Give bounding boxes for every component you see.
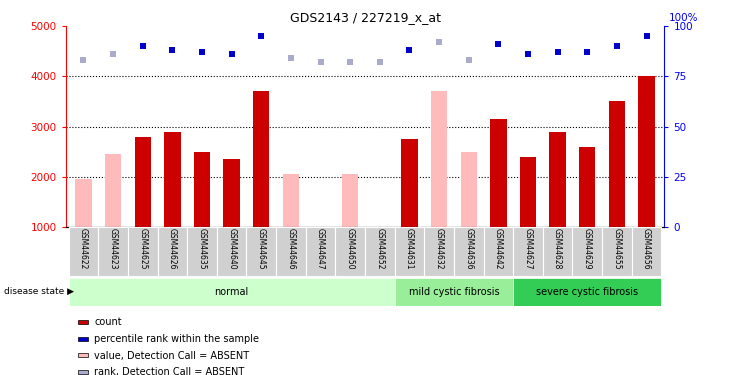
Text: GSM44631: GSM44631 [405, 228, 414, 270]
Bar [217, 227, 247, 276]
Bar [513, 227, 543, 276]
Text: GSM44635: GSM44635 [198, 228, 207, 270]
Bar [638, 76, 655, 227]
Text: GSM44652: GSM44652 [375, 228, 384, 270]
Text: GSM44626: GSM44626 [168, 228, 177, 270]
Text: mild cystic fibrosis: mild cystic fibrosis [409, 286, 499, 297]
Bar [342, 174, 358, 227]
Bar [602, 227, 631, 276]
Text: severe cystic fibrosis: severe cystic fibrosis [537, 286, 638, 297]
Bar [187, 227, 217, 276]
Text: GSM44656: GSM44656 [642, 228, 651, 270]
Bar [253, 92, 269, 227]
Text: GSM44646: GSM44646 [286, 228, 296, 270]
Bar [77, 353, 88, 357]
Bar [77, 337, 88, 341]
Text: GSM44640: GSM44640 [227, 228, 236, 270]
Bar [631, 227, 661, 276]
Text: GSM44650: GSM44650 [346, 228, 355, 270]
Bar [461, 152, 477, 227]
Bar [283, 174, 299, 227]
Text: count: count [94, 317, 122, 327]
Text: GSM44629: GSM44629 [583, 228, 592, 270]
Bar [99, 227, 128, 276]
Bar [454, 227, 483, 276]
Bar [77, 369, 88, 374]
Text: normal: normal [215, 286, 249, 297]
Text: GSM44625: GSM44625 [138, 228, 147, 270]
Text: GSM44647: GSM44647 [316, 228, 325, 270]
Text: GSM44632: GSM44632 [434, 228, 444, 270]
Bar [276, 227, 306, 276]
Text: GSM44622: GSM44622 [79, 228, 88, 270]
Bar [306, 227, 335, 276]
Bar [194, 152, 210, 227]
Bar [134, 136, 151, 227]
Bar [550, 132, 566, 227]
Text: percentile rank within the sample: percentile rank within the sample [94, 334, 259, 344]
Bar [431, 92, 447, 227]
Bar [164, 132, 180, 227]
Bar [335, 227, 365, 276]
Text: rank, Detection Call = ABSENT: rank, Detection Call = ABSENT [94, 367, 245, 375]
Bar [609, 102, 625, 227]
Bar [365, 227, 395, 276]
Bar [395, 278, 513, 306]
Bar [520, 157, 536, 227]
Bar [579, 147, 596, 227]
Text: GSM44645: GSM44645 [257, 228, 266, 270]
Text: GSM44623: GSM44623 [109, 228, 118, 270]
Bar [513, 278, 661, 306]
Bar [424, 227, 454, 276]
Text: GSM44636: GSM44636 [464, 228, 473, 270]
Bar [128, 227, 158, 276]
Bar [483, 227, 513, 276]
Title: GDS2143 / 227219_x_at: GDS2143 / 227219_x_at [290, 11, 440, 24]
Text: GSM44655: GSM44655 [612, 228, 621, 270]
Text: GSM44628: GSM44628 [553, 228, 562, 270]
Text: GSM44627: GSM44627 [523, 228, 532, 270]
Bar [402, 139, 418, 227]
Bar [105, 154, 121, 227]
Bar [77, 320, 88, 324]
Bar [69, 227, 99, 276]
Bar [158, 227, 187, 276]
Bar [491, 119, 507, 227]
Bar [223, 159, 239, 227]
Text: 100%: 100% [669, 13, 698, 24]
Bar [69, 278, 395, 306]
Text: disease state ▶: disease state ▶ [4, 287, 74, 296]
Text: value, Detection Call = ABSENT: value, Detection Call = ABSENT [94, 351, 250, 360]
Bar [75, 179, 92, 227]
Bar [395, 227, 424, 276]
Bar [543, 227, 572, 276]
Bar [247, 227, 276, 276]
Bar [572, 227, 602, 276]
Text: GSM44642: GSM44642 [494, 228, 503, 270]
